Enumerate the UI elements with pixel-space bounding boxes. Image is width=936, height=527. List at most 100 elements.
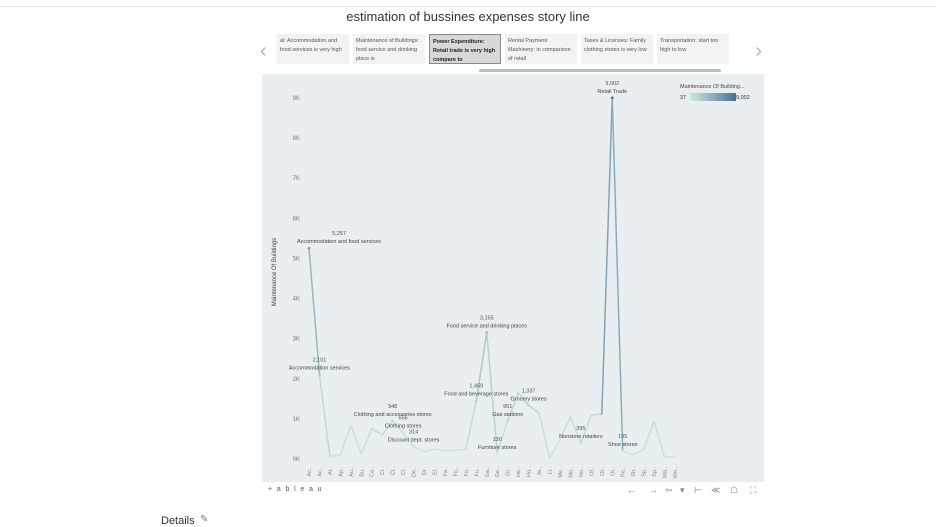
data-label-value: 195 — [618, 434, 627, 440]
line-segment[interactable] — [319, 375, 329, 457]
data-label-name: Accommodation and food services — [297, 239, 381, 245]
x-tick-label: Di.. — [422, 467, 428, 476]
line-segment[interactable] — [330, 455, 340, 457]
line-segment[interactable] — [361, 429, 371, 455]
x-tick-label: Ac.. — [317, 467, 323, 477]
x-tick-label: Mo.. — [568, 467, 574, 478]
line-segment[interactable] — [466, 400, 476, 449]
x-tick-label: Sh.. — [631, 467, 637, 477]
data-point[interactable] — [611, 97, 614, 100]
story-scrollbar[interactable] — [479, 69, 721, 72]
line-segment[interactable] — [434, 449, 444, 451]
line-segment[interactable] — [623, 451, 633, 455]
share-icon[interactable]: ≪ — [711, 485, 720, 496]
story-navigator: ‹ al: Accommodation and food services is… — [257, 34, 765, 74]
x-tick-label: Gr.. — [506, 467, 512, 476]
legend-gradient — [690, 93, 736, 101]
story-point-5[interactable]: Taxes & Licenses: Family clothing stores… — [581, 34, 653, 64]
first-page-icon[interactable]: ⊢ — [694, 485, 702, 496]
data-label-value: 3,155 — [480, 315, 494, 321]
line-segment[interactable] — [340, 425, 350, 455]
story-point-2[interactable]: Maintenance of Buildings: food service a… — [353, 34, 425, 64]
line-segment[interactable] — [445, 450, 455, 451]
redo-icon[interactable]: → — [649, 485, 658, 495]
data-point[interactable] — [506, 419, 509, 422]
data-point[interactable] — [308, 247, 311, 250]
x-tick-label: Sp.. — [642, 467, 648, 477]
line-segment[interactable] — [644, 421, 654, 449]
data-label-value: 314 — [409, 429, 418, 435]
details-label: Details — [161, 515, 195, 527]
line-segment[interactable] — [455, 449, 465, 450]
story-point-4[interactable]: Rental Payment Machinery: in comparison … — [505, 34, 577, 64]
tableau-logo[interactable]: + a b l e a u — [268, 486, 323, 493]
x-tick-label: Of.. — [589, 467, 595, 476]
story-point-6[interactable]: Transportation: start too high to low — [657, 34, 729, 64]
y-tick-label: 2K — [293, 377, 300, 383]
x-tick-label: Au.. — [349, 467, 355, 477]
line-segment[interactable] — [602, 98, 612, 414]
prev-story-arrow-icon[interactable]: ‹ — [260, 40, 267, 63]
line-segment[interactable] — [476, 332, 486, 400]
x-tick-label: Ja.. — [537, 467, 543, 476]
data-label-value: 2,101 — [313, 358, 327, 364]
x-tick-label: De.. — [412, 467, 418, 478]
legend-max: 9,002 — [736, 95, 750, 101]
story-point-3[interactable]: Power Expenditure: Retail trade is very … — [429, 34, 501, 64]
line-segment[interactable] — [414, 446, 424, 451]
data-label-name: Food and beverage stores — [444, 391, 508, 397]
data-point[interactable] — [621, 450, 624, 453]
data-label-value: 951 — [503, 404, 512, 410]
line-segment[interactable] — [372, 429, 382, 435]
data-point[interactable] — [579, 442, 582, 445]
y-tick-label: 0K — [293, 457, 300, 463]
x-tick-label: Ac.. — [307, 467, 313, 477]
revert-icon[interactable]: ⇦ — [665, 485, 673, 496]
data-point[interactable] — [496, 452, 499, 455]
line-segment[interactable] — [529, 405, 539, 413]
data-label-name: Grocery stores — [511, 396, 547, 402]
undo-icon[interactable]: ← — [627, 485, 636, 495]
data-point[interactable] — [485, 331, 488, 334]
data-point[interactable] — [527, 404, 530, 407]
color-legend[interactable]: Maintenance Of Building... 37 9,002 — [680, 84, 750, 101]
x-tick-label: Fo.. — [464, 467, 470, 477]
pencil-icon[interactable]: ✎ — [200, 514, 208, 525]
legend-min: 37 — [680, 95, 686, 101]
line-segment[interactable] — [612, 98, 622, 451]
data-point[interactable] — [412, 445, 415, 448]
y-tick-label: 8K — [293, 136, 300, 142]
line-segment[interactable] — [351, 425, 361, 454]
line-segment[interactable] — [309, 248, 319, 375]
y-tick-label: 6K — [293, 216, 300, 222]
story-point-1[interactable]: al: Accommodation and food services is v… — [277, 34, 349, 64]
data-label-name: Nonstore retailers — [559, 434, 603, 440]
data-label-name: Food service and drinking places — [447, 323, 528, 329]
data-point[interactable] — [318, 373, 321, 376]
fullscreen-icon[interactable]: ⛶ — [750, 485, 756, 496]
next-story-arrow-icon[interactable]: › — [755, 40, 762, 63]
x-tick-label: Wa.. — [663, 467, 669, 479]
x-tick-label: Sp.. — [652, 467, 658, 477]
line-segment[interactable] — [633, 449, 643, 455]
line-segment[interactable] — [424, 449, 434, 452]
comment-icon[interactable]: ☖ — [730, 485, 738, 496]
line-segment[interactable] — [550, 440, 560, 458]
x-tick-label: Ot.. — [610, 467, 616, 476]
x-tick-label: Me.. — [558, 467, 564, 478]
y-tick-label: 1K — [293, 417, 300, 423]
line-segment[interactable] — [591, 414, 601, 415]
data-point[interactable] — [402, 431, 405, 434]
data-point[interactable] — [475, 399, 478, 402]
x-tick-label: Fo.. — [453, 467, 459, 477]
data-label-value: 9,002 — [605, 81, 619, 87]
line-segment[interactable] — [654, 421, 664, 457]
data-label-name: Retail Trade — [597, 89, 627, 95]
revert-menu-icon[interactable]: ▾ — [680, 485, 685, 496]
data-point[interactable] — [391, 420, 394, 423]
line-segment[interactable] — [539, 413, 549, 458]
x-tick-label: Ap.. — [338, 467, 344, 477]
data-label-name: Gas stations — [492, 412, 523, 418]
y-tick-label: 9K — [293, 96, 300, 102]
x-tick-label: Ga.. — [485, 467, 491, 478]
